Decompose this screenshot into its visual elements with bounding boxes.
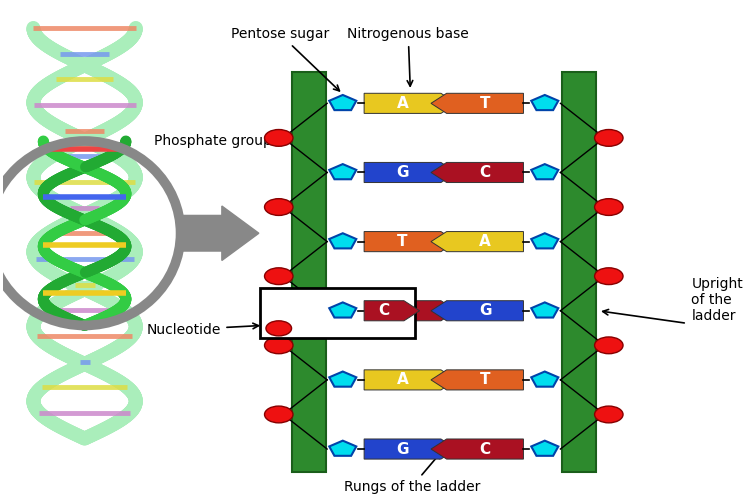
FancyBboxPatch shape — [260, 288, 415, 338]
Circle shape — [595, 130, 623, 146]
Polygon shape — [531, 164, 558, 180]
Polygon shape — [431, 300, 524, 321]
Text: A: A — [397, 96, 409, 111]
Circle shape — [265, 198, 293, 216]
Circle shape — [265, 130, 293, 146]
Polygon shape — [364, 370, 457, 390]
Polygon shape — [531, 302, 558, 318]
Polygon shape — [364, 94, 457, 114]
Polygon shape — [431, 439, 524, 459]
Polygon shape — [329, 233, 356, 248]
Polygon shape — [364, 162, 457, 182]
Polygon shape — [364, 439, 457, 459]
Text: T: T — [480, 372, 490, 388]
Text: C: C — [379, 304, 389, 318]
Polygon shape — [531, 95, 558, 110]
Polygon shape — [431, 370, 524, 390]
Polygon shape — [431, 232, 524, 252]
Circle shape — [265, 406, 293, 423]
Polygon shape — [531, 440, 558, 456]
Circle shape — [266, 321, 292, 336]
Text: G: G — [396, 165, 409, 180]
Polygon shape — [329, 302, 356, 318]
Polygon shape — [329, 164, 356, 180]
Polygon shape — [364, 232, 457, 252]
Bar — [292, 72, 326, 472]
Polygon shape — [531, 233, 558, 248]
Polygon shape — [329, 302, 356, 318]
Text: G: G — [478, 304, 491, 318]
Circle shape — [595, 198, 623, 216]
Text: C: C — [397, 304, 408, 318]
Polygon shape — [431, 162, 524, 182]
Circle shape — [265, 337, 293, 353]
Text: Nitrogenous base: Nitrogenous base — [347, 27, 469, 86]
Polygon shape — [364, 300, 419, 321]
Polygon shape — [329, 372, 356, 386]
Polygon shape — [431, 94, 524, 114]
Circle shape — [265, 268, 293, 284]
Text: C: C — [479, 165, 490, 180]
Text: Nucleotide: Nucleotide — [147, 322, 259, 336]
Polygon shape — [329, 440, 356, 456]
Text: Rungs of the ladder: Rungs of the ladder — [344, 452, 480, 494]
Text: G: G — [396, 442, 409, 456]
Bar — [562, 72, 596, 472]
Text: Pentose sugar: Pentose sugar — [231, 27, 340, 91]
Text: T: T — [398, 234, 408, 249]
Text: A: A — [397, 372, 409, 388]
Text: C: C — [479, 442, 490, 456]
Text: Upright
of the
ladder: Upright of the ladder — [692, 277, 743, 324]
Circle shape — [595, 337, 623, 353]
FancyArrow shape — [177, 206, 259, 260]
Polygon shape — [531, 372, 558, 386]
Polygon shape — [364, 300, 457, 321]
Text: T: T — [480, 96, 490, 111]
Text: Phosphate group: Phosphate group — [154, 134, 278, 148]
Text: A: A — [479, 234, 491, 249]
Circle shape — [595, 268, 623, 284]
Polygon shape — [329, 95, 356, 110]
Circle shape — [595, 406, 623, 423]
